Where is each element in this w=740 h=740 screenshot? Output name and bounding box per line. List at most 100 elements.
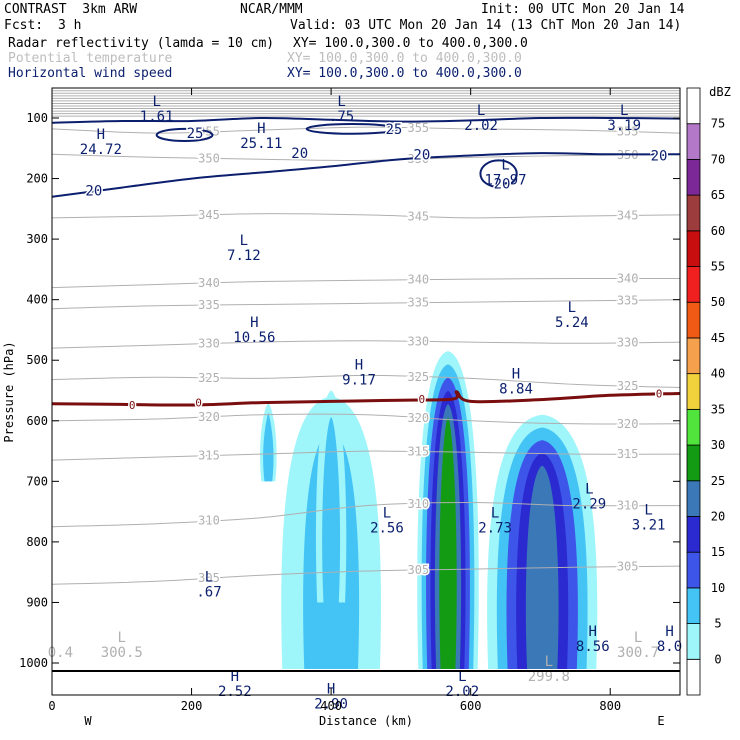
- theta-contour-310: [52, 501, 680, 528]
- field-theta-name: Potential temperature: [8, 51, 173, 66]
- freezing-level-label: 0: [195, 397, 202, 410]
- theta-contour-label: 325: [617, 379, 639, 393]
- wind-contour-20-1: [52, 116, 680, 124]
- theta-extremum-value: 300.5: [101, 645, 143, 661]
- theta-contour-label: 350: [198, 151, 220, 165]
- extremum-marker: L: [620, 103, 628, 119]
- extremum-marker: H: [97, 127, 105, 143]
- theta-contour-label: 305: [617, 560, 639, 574]
- y-tick-label: 800: [26, 535, 48, 549]
- colorbar-segment: [686, 587, 701, 624]
- valid-time: Valid: 03 UTC Mon 20 Jan 14 (13 ChT Mon …: [290, 18, 682, 33]
- colorbar-segment: [686, 658, 701, 696]
- theta-contour-label: 355: [617, 125, 639, 139]
- extremum-marker: L: [337, 94, 345, 110]
- theta-extremum-value: 0.4: [48, 645, 73, 661]
- reflectivity-cell-2-level-10: [322, 416, 341, 603]
- x-tick-label: 0: [48, 699, 55, 713]
- extremum-value: 2.02: [464, 118, 498, 134]
- extremum-value: 2.90: [314, 696, 348, 712]
- freezing-level-label: 0: [129, 399, 136, 412]
- field-reflectivity-xy: XY= 100.0,300.0 to 400.0,300.0: [293, 36, 528, 51]
- extremum-value: 3.19: [607, 118, 641, 134]
- theta-contour-label: 320: [407, 411, 429, 425]
- wind-contour-label: 20: [651, 149, 668, 165]
- extremum-value: 1.61: [140, 109, 174, 125]
- colorbar-tick-label: 70: [711, 152, 725, 166]
- theta-contour-label: 310: [617, 499, 639, 513]
- model-label: CONTRAST 3km ARW: [4, 2, 138, 17]
- wind-contour-label: 20: [413, 147, 430, 163]
- extremum-marker: H: [231, 669, 239, 685]
- theta-contour-320: [52, 413, 680, 425]
- extremum-value: 7.12: [227, 248, 261, 264]
- theta-contour-label: 345: [617, 208, 639, 222]
- theta-contour-label: 310: [407, 497, 429, 511]
- theta-contour-label: 320: [617, 417, 639, 431]
- wind-contour-20-0: [52, 152, 680, 198]
- y-tick-label: 400: [26, 293, 48, 307]
- wind-contour-label: 20: [85, 184, 102, 200]
- reflectivity-cell-3-level-30: [439, 417, 457, 670]
- extremum-value: 10.56: [233, 330, 275, 346]
- freezing-level-label: 0: [656, 388, 663, 401]
- y-tick-label: 900: [26, 595, 48, 609]
- extremum-marker: L: [152, 94, 160, 110]
- colorbar-tick-label: 35: [711, 402, 725, 416]
- extremum-value: 8.56: [576, 639, 610, 655]
- colorbar-tick-label: 65: [711, 188, 725, 202]
- theta-contour-label: 345: [198, 208, 220, 222]
- theta-contour-label: 325: [198, 371, 220, 385]
- x-tick-label: 400: [320, 699, 342, 713]
- wind-jet-core-0: [155, 127, 214, 143]
- reflectivity-cell-4-level-25: [525, 465, 559, 670]
- colorbar-segment: [686, 623, 701, 660]
- x-end-left: W: [84, 714, 92, 728]
- freezing-level-line: [52, 390, 680, 407]
- extremum-value: .75: [329, 109, 354, 125]
- x-tick-label: 200: [181, 699, 203, 713]
- theta-extremum-value: 299.8: [528, 669, 570, 685]
- extremum-value: 8.0: [657, 639, 682, 655]
- extremum-value: .67: [196, 584, 221, 600]
- wind-jet-core-2: [479, 159, 518, 189]
- colorbar-tick-label: 45: [711, 331, 725, 345]
- wind-contour-label: 25: [385, 122, 402, 138]
- y-tick-label: 300: [26, 232, 48, 246]
- extremum-marker: L: [240, 233, 248, 249]
- colorbar-tick-label: 15: [711, 545, 725, 559]
- theta-contour-label: 335: [198, 298, 220, 312]
- extremum-value: 24.72: [80, 142, 122, 158]
- y-tick-label: 1000: [19, 656, 48, 670]
- theta-contour-label: 335: [407, 296, 429, 310]
- extremum-value: 17.97: [484, 172, 526, 188]
- field-reflectivity-name: Radar reflectivity (lamda = 10 cm): [8, 36, 275, 51]
- extremum-value: 2.73: [478, 521, 512, 537]
- colorbar-tick-label: 50: [711, 295, 725, 309]
- theta-contour-330: [52, 340, 680, 349]
- extremum-marker: L: [205, 569, 213, 585]
- colorbar-segment: [686, 551, 701, 589]
- theta-contour-label: 320: [198, 410, 220, 424]
- extremum-value: 9.17: [342, 372, 376, 388]
- theta-contour-label: 305: [198, 571, 220, 585]
- extremum-marker: H: [250, 315, 258, 331]
- theta-extremum-value: 300.7: [617, 645, 659, 661]
- colorbar-tick-label: 30: [711, 438, 725, 452]
- plot-frame: [51, 87, 681, 696]
- colorbar-segment: [686, 159, 701, 196]
- extremum-marker: L: [568, 300, 576, 316]
- theta-contour-335: [52, 299, 680, 310]
- y-tick-label: 700: [26, 474, 48, 488]
- wind-contour-label: 20: [494, 176, 511, 192]
- colorbar-segment: [686, 444, 701, 482]
- colorbar-segment: [686, 194, 701, 232]
- colorbar-segment: [686, 480, 701, 517]
- extremum-value: 3.21: [632, 518, 666, 534]
- colorbar-segment: [686, 123, 701, 160]
- extremum-marker: L: [491, 506, 499, 522]
- freezing-level-label: 0: [419, 393, 426, 406]
- extremum-value: 2.52: [218, 684, 252, 700]
- colorbar-segment: [686, 373, 701, 410]
- colorbar-tick-label: 20: [711, 509, 725, 523]
